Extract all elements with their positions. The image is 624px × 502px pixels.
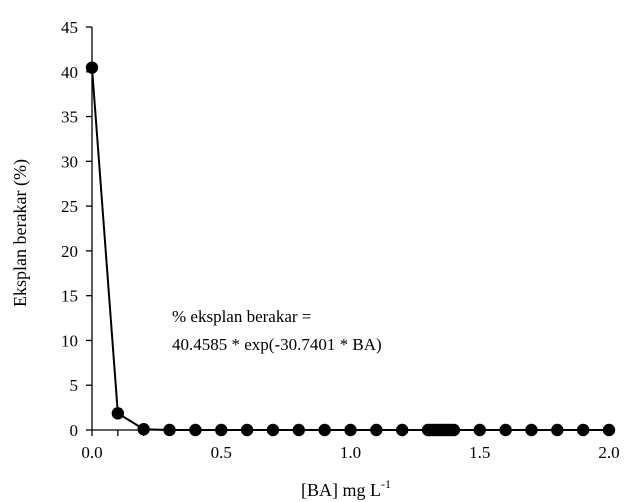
- y-tick-label: 15: [61, 287, 78, 306]
- y-tick-label: 30: [61, 152, 78, 171]
- y-tick-label: 20: [61, 242, 78, 261]
- axes: [91, 27, 609, 431]
- y-tick-labels: 0 5 10 15 20 25 30 35 40 45: [61, 18, 78, 440]
- y-tick-label: 5: [70, 376, 79, 395]
- series-points-group: [85, 61, 616, 437]
- y-tick-label: 0: [70, 421, 79, 440]
- data-point: [602, 423, 616, 437]
- data-point: [525, 423, 538, 437]
- data-point: [189, 423, 202, 437]
- data-point: [396, 423, 409, 437]
- x-tick-label: 1.5: [469, 443, 490, 462]
- data-point: [499, 423, 512, 437]
- data-point: [111, 407, 125, 420]
- data-point: [215, 423, 228, 437]
- y-axis-title: Eksplan berakar (%): [10, 159, 31, 307]
- y-tick-label: 35: [61, 108, 78, 127]
- data-point: [344, 423, 357, 437]
- data-point: [576, 423, 590, 437]
- x-axis-title-base: [BA] mg L: [301, 480, 381, 500]
- x-axis-title: [BA] mg L-1: [301, 477, 391, 500]
- data-point: [137, 423, 150, 436]
- y-tick-marks: [86, 26, 92, 431]
- data-point: [551, 423, 564, 437]
- x-tick-label: 0.0: [81, 443, 102, 462]
- x-tick-labels: 0.0 0.5 1.0 1.5 2.0: [81, 443, 619, 462]
- data-point: [240, 423, 254, 437]
- x-tick-label: 1.0: [340, 443, 361, 462]
- equation-annotation-line2: 40.4585 * exp(-30.7401 * BA): [172, 335, 382, 354]
- data-point: [370, 423, 383, 437]
- y-tick-label: 10: [61, 331, 78, 350]
- data-point: [318, 423, 331, 437]
- data-point: [447, 423, 461, 437]
- x-tick-label: 2.0: [598, 443, 619, 462]
- data-point: [85, 61, 99, 74]
- series-line-group: [91, 67, 609, 431]
- data-point: [266, 423, 280, 437]
- data-point: [163, 423, 176, 437]
- data-point: [473, 423, 486, 437]
- series-line: [91, 67, 609, 431]
- x-axis-title-superscript: -1: [381, 477, 391, 491]
- y-tick-label: 40: [61, 63, 78, 82]
- y-tick-label: 25: [61, 197, 78, 216]
- y-tick-label: 45: [61, 18, 78, 37]
- data-point: [292, 423, 305, 437]
- x-tick-label: 0.5: [211, 443, 232, 462]
- equation-annotation-line1: % eksplan berakar =: [172, 307, 311, 326]
